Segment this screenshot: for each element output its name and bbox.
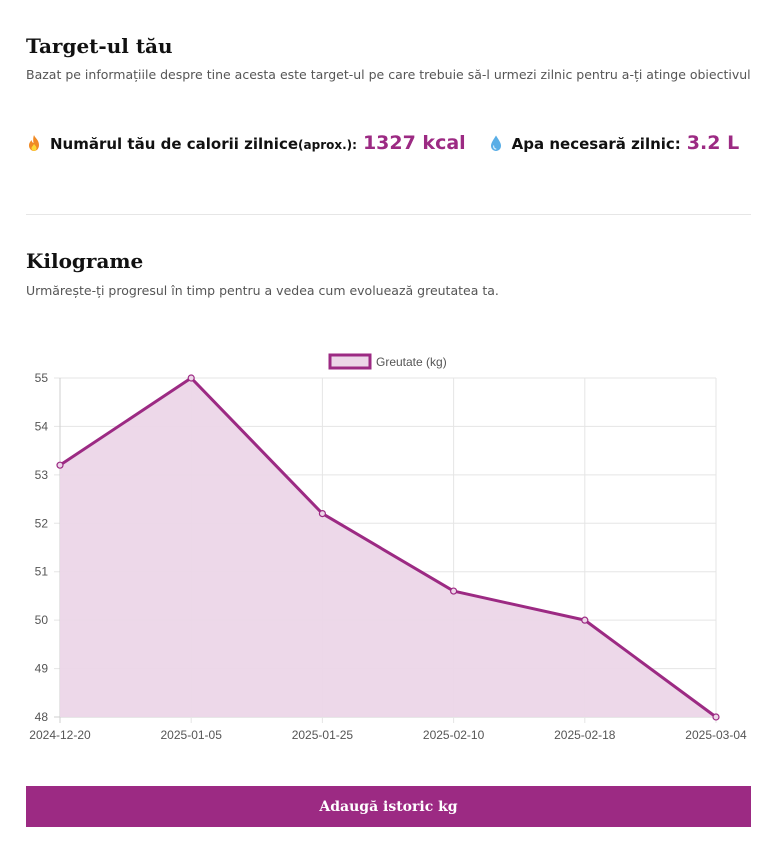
fire-icon <box>29 135 39 151</box>
y-tick-label: 49 <box>35 662 49 676</box>
data-point <box>56 461 64 469</box>
y-tick-label: 54 <box>35 419 49 433</box>
water-drop-icon <box>490 135 501 151</box>
data-point <box>450 587 458 595</box>
water-value: 3.2 L <box>686 132 740 154</box>
calories-label: Numărul tău de calorii zilnice <box>50 135 299 153</box>
water-stat: Apa necesară zilnic: 3.2 L <box>488 132 740 154</box>
target-title: Target-ul tău <box>26 34 173 58</box>
y-tick-label: 53 <box>35 468 49 482</box>
series-line <box>59 376 717 719</box>
water-label: Apa necesară zilnic: <box>511 135 681 153</box>
legend-label: Greutate (kg) <box>376 355 447 369</box>
x-tick-label: 2025-01-25 <box>292 728 354 742</box>
add-weight-history-button[interactable]: Adaugă istoric kg <box>26 786 751 827</box>
target-subtitle: Bazat pe informațiile despre tine acesta… <box>26 67 751 82</box>
weight-subtitle: Urmărește-ți progresul în timp pentru a … <box>26 283 499 298</box>
calories-approx: (aprox.): <box>298 138 357 152</box>
y-tick-label: 52 <box>35 516 49 530</box>
y-tick-label: 48 <box>35 710 49 724</box>
series-area <box>60 378 716 717</box>
x-tick-label: 2025-03-04 <box>685 728 747 742</box>
x-tick-label: 2025-02-18 <box>554 728 616 742</box>
data-point <box>712 713 720 721</box>
y-tick-label: 55 <box>35 371 49 385</box>
data-point <box>318 510 326 518</box>
weight-title: Kilograme <box>26 249 144 273</box>
calories-stat: Numărul tău de calorii zilnice (aprox.): … <box>26 132 466 154</box>
data-point <box>187 374 195 382</box>
x-tick-label: 2025-01-05 <box>161 728 223 742</box>
calories-value: 1327 kcal <box>362 132 466 154</box>
x-tick-label: 2025-02-10 <box>423 728 485 742</box>
y-tick-label: 50 <box>35 613 49 627</box>
legend-swatch <box>328 353 372 370</box>
x-tick-label: 2024-12-20 <box>29 728 91 742</box>
section-divider <box>26 214 751 215</box>
daily-stats: Numărul tău de calorii zilnice (aprox.): … <box>26 132 756 154</box>
y-tick-label: 51 <box>35 565 49 579</box>
data-point <box>581 616 589 624</box>
weight-chart: 48 49 50 51 52 53 54 55 2024-12-20 2025-01-05 2025… <box>29 353 747 742</box>
